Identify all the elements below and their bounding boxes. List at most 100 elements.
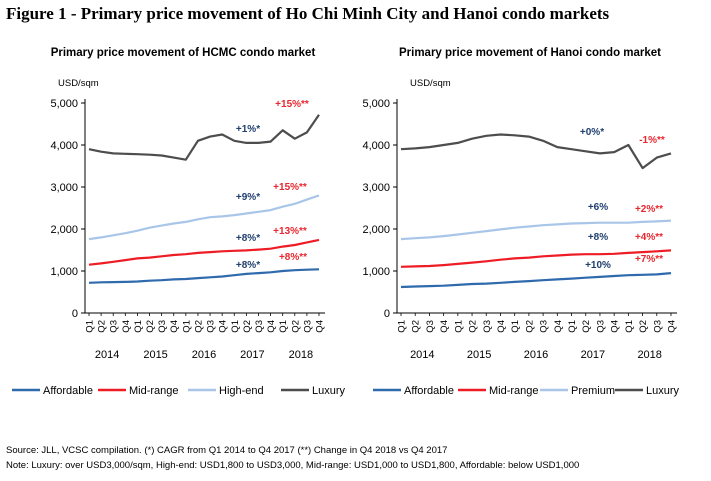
hanoi-series-line-mid-range: [400, 249, 672, 268]
hanoi-y-tick-label: 3,000: [362, 182, 390, 194]
hanoi-x-tick-label: Q3: [425, 320, 436, 333]
hanoi-x-tick-label: Q1: [453, 320, 464, 333]
hcmc-x-tick-label: Q1: [133, 320, 144, 333]
hanoi-x-tick-label: Q4: [553, 320, 564, 333]
hanoi-x-tick-label: Q1: [397, 320, 408, 333]
hcmc-year-label: 2014: [95, 349, 119, 361]
hcmc-series-line-mid-range: [88, 238, 320, 266]
hcmc-x-tick-label: Q4: [121, 320, 132, 333]
hanoi-annotation: +2%**: [635, 204, 663, 215]
hcmc-x-tick-label: Q2: [145, 320, 156, 333]
hanoi-y-tick-label: 5,000: [362, 98, 390, 110]
hcmc-annotation: +15%**: [273, 182, 307, 193]
hanoi-annotation: +8%: [588, 232, 608, 243]
hanoi-x-tick-label: Q1: [567, 320, 578, 333]
hcmc-annotation: +9%*: [236, 192, 260, 203]
hanoi-x-tick-label: Q3: [652, 320, 663, 333]
hcmc-x-tick-label: Q1: [181, 320, 192, 333]
hcmc-x-tick-label: Q3: [109, 320, 120, 333]
hcmc-y-tick-label: 4,000: [50, 140, 78, 152]
hcmc-annotation: +8%*: [236, 260, 260, 271]
hanoi-x-tick-label: Q4: [496, 320, 507, 333]
hcmc-year-label: 2016: [192, 349, 216, 361]
hcmc-x-tick-label: Q4: [315, 320, 326, 333]
hanoi-year-label: 2017: [581, 349, 605, 361]
hcmc-y-tick-label: 5,000: [50, 98, 78, 110]
hanoi-y-tick-label: 4,000: [362, 140, 390, 152]
hanoi-legend-label: Mid-range: [489, 385, 539, 397]
hcmc-x-tick-label: Q2: [193, 320, 204, 333]
hanoi-x-tick-label: Q2: [638, 320, 649, 333]
hcmc-year-label: 2015: [143, 349, 167, 361]
source-note: Source: JLL, VCSC compilation. (*) CAGR …: [6, 445, 448, 456]
hcmc-x-tick-label: Q3: [206, 320, 217, 333]
hanoi-legend-label: Luxury: [646, 385, 680, 397]
hcmc-x-tick-label: Q2: [97, 320, 108, 333]
hcmc-series-line-luxury: [88, 114, 320, 161]
hcmc-annotation: +15%**: [275, 99, 309, 110]
hanoi-annotation: -1%**: [639, 135, 665, 146]
hcmc-x-tick-label: Q3: [302, 320, 313, 333]
hcmc-series-line-high-end: [88, 194, 320, 241]
hanoi-series-line-high-end: [400, 219, 672, 241]
hanoi-x-tick-label: Q2: [411, 320, 422, 333]
hcmc-x-tick-label: Q3: [254, 320, 265, 333]
hcmc-legend-label: High-end: [219, 385, 264, 397]
hanoi-x-tick-label: Q4: [439, 320, 450, 333]
hcmc-legend-label: Mid-range: [129, 385, 179, 397]
hcmc-legend-label: Luxury: [312, 385, 346, 397]
hanoi-y-tick-label: 0: [384, 308, 390, 320]
hanoi-y-tick-label: 2,000: [362, 224, 390, 236]
hcmc-y-tick-label: 2,000: [50, 224, 78, 236]
hcmc-x-tick-label: Q3: [157, 320, 168, 333]
charts-canvas: Primary price movement of HCMC condo mar…: [12, 47, 680, 397]
hanoi-chart: Primary price movement of Hanoi condo ma…: [362, 47, 679, 397]
hanoi-year-label: 2016: [524, 349, 548, 361]
hcmc-x-tick-label: Q2: [242, 320, 253, 333]
figure-title: Figure 1 - Primary price movement of Ho …: [6, 4, 610, 23]
hcmc-y-axis-label: USD/sqm: [58, 78, 99, 89]
hcmc-annotation: +1%*: [236, 124, 260, 135]
hcmc-year-label: 2018: [289, 349, 313, 361]
hanoi-legend-label: Premium: [571, 385, 615, 397]
hanoi-x-tick-label: Q2: [468, 320, 479, 333]
hanoi-x-tick-label: Q3: [539, 320, 550, 333]
hanoi-annotation: +6%: [588, 202, 608, 213]
hanoi-year-label: 2018: [637, 349, 661, 361]
definition-note: Note: Luxury: over USD3,000/sqm, High-en…: [6, 460, 580, 471]
hanoi-y-axis-label: USD/sqm: [410, 78, 451, 89]
hcmc-x-tick-label: Q4: [169, 320, 180, 333]
hanoi-x-tick-label: Q2: [524, 320, 535, 333]
hanoi-annotation: +10%: [585, 260, 611, 271]
hanoi-x-tick-label: Q4: [610, 320, 621, 333]
hcmc-y-tick-label: 0: [72, 308, 78, 320]
hanoi-x-tick-label: Q1: [624, 320, 635, 333]
hcmc-y-tick-label: 1,000: [50, 266, 78, 278]
hanoi-x-tick-label: Q2: [581, 320, 592, 333]
hcmc-annotation: +13%**: [273, 226, 307, 237]
hcmc-annotation: +8%*: [236, 233, 260, 244]
hcmc-x-tick-label: Q1: [85, 320, 96, 333]
hanoi-annotation: +0%*: [580, 127, 604, 138]
hcmc-x-tick-label: Q1: [278, 320, 289, 333]
hcmc-x-tick-label: Q1: [230, 320, 241, 333]
hcmc-series-line-affordable: [88, 268, 320, 284]
hanoi-y-tick-label: 1,000: [362, 266, 390, 278]
hanoi-year-label: 2014: [410, 349, 434, 361]
hanoi-series-line-affordable: [400, 272, 672, 289]
hanoi-year-label: 2015: [467, 349, 491, 361]
hanoi-legend-label: Affordable: [404, 385, 454, 397]
hanoi-x-tick-label: Q1: [510, 320, 521, 333]
hanoi-series-line-luxury: [400, 133, 672, 170]
hcmc-y-tick-label: 3,000: [50, 182, 78, 194]
hcmc-x-tick-label: Q4: [266, 320, 277, 333]
hcmc-year-label: 2017: [240, 349, 264, 361]
hcmc-legend-label: Affordable: [43, 385, 93, 397]
hanoi-annotation: +7%**: [635, 254, 663, 265]
hcmc-x-tick-label: Q2: [290, 320, 301, 333]
hcmc-annotation: +8%**: [279, 252, 307, 263]
hcmc-chart-title: Primary price movement of HCMC condo mar…: [51, 47, 316, 59]
hcmc-x-tick-label: Q4: [218, 320, 229, 333]
hanoi-x-tick-label: Q3: [482, 320, 493, 333]
hanoi-chart-title: Primary price movement of Hanoi condo ma…: [399, 47, 661, 59]
